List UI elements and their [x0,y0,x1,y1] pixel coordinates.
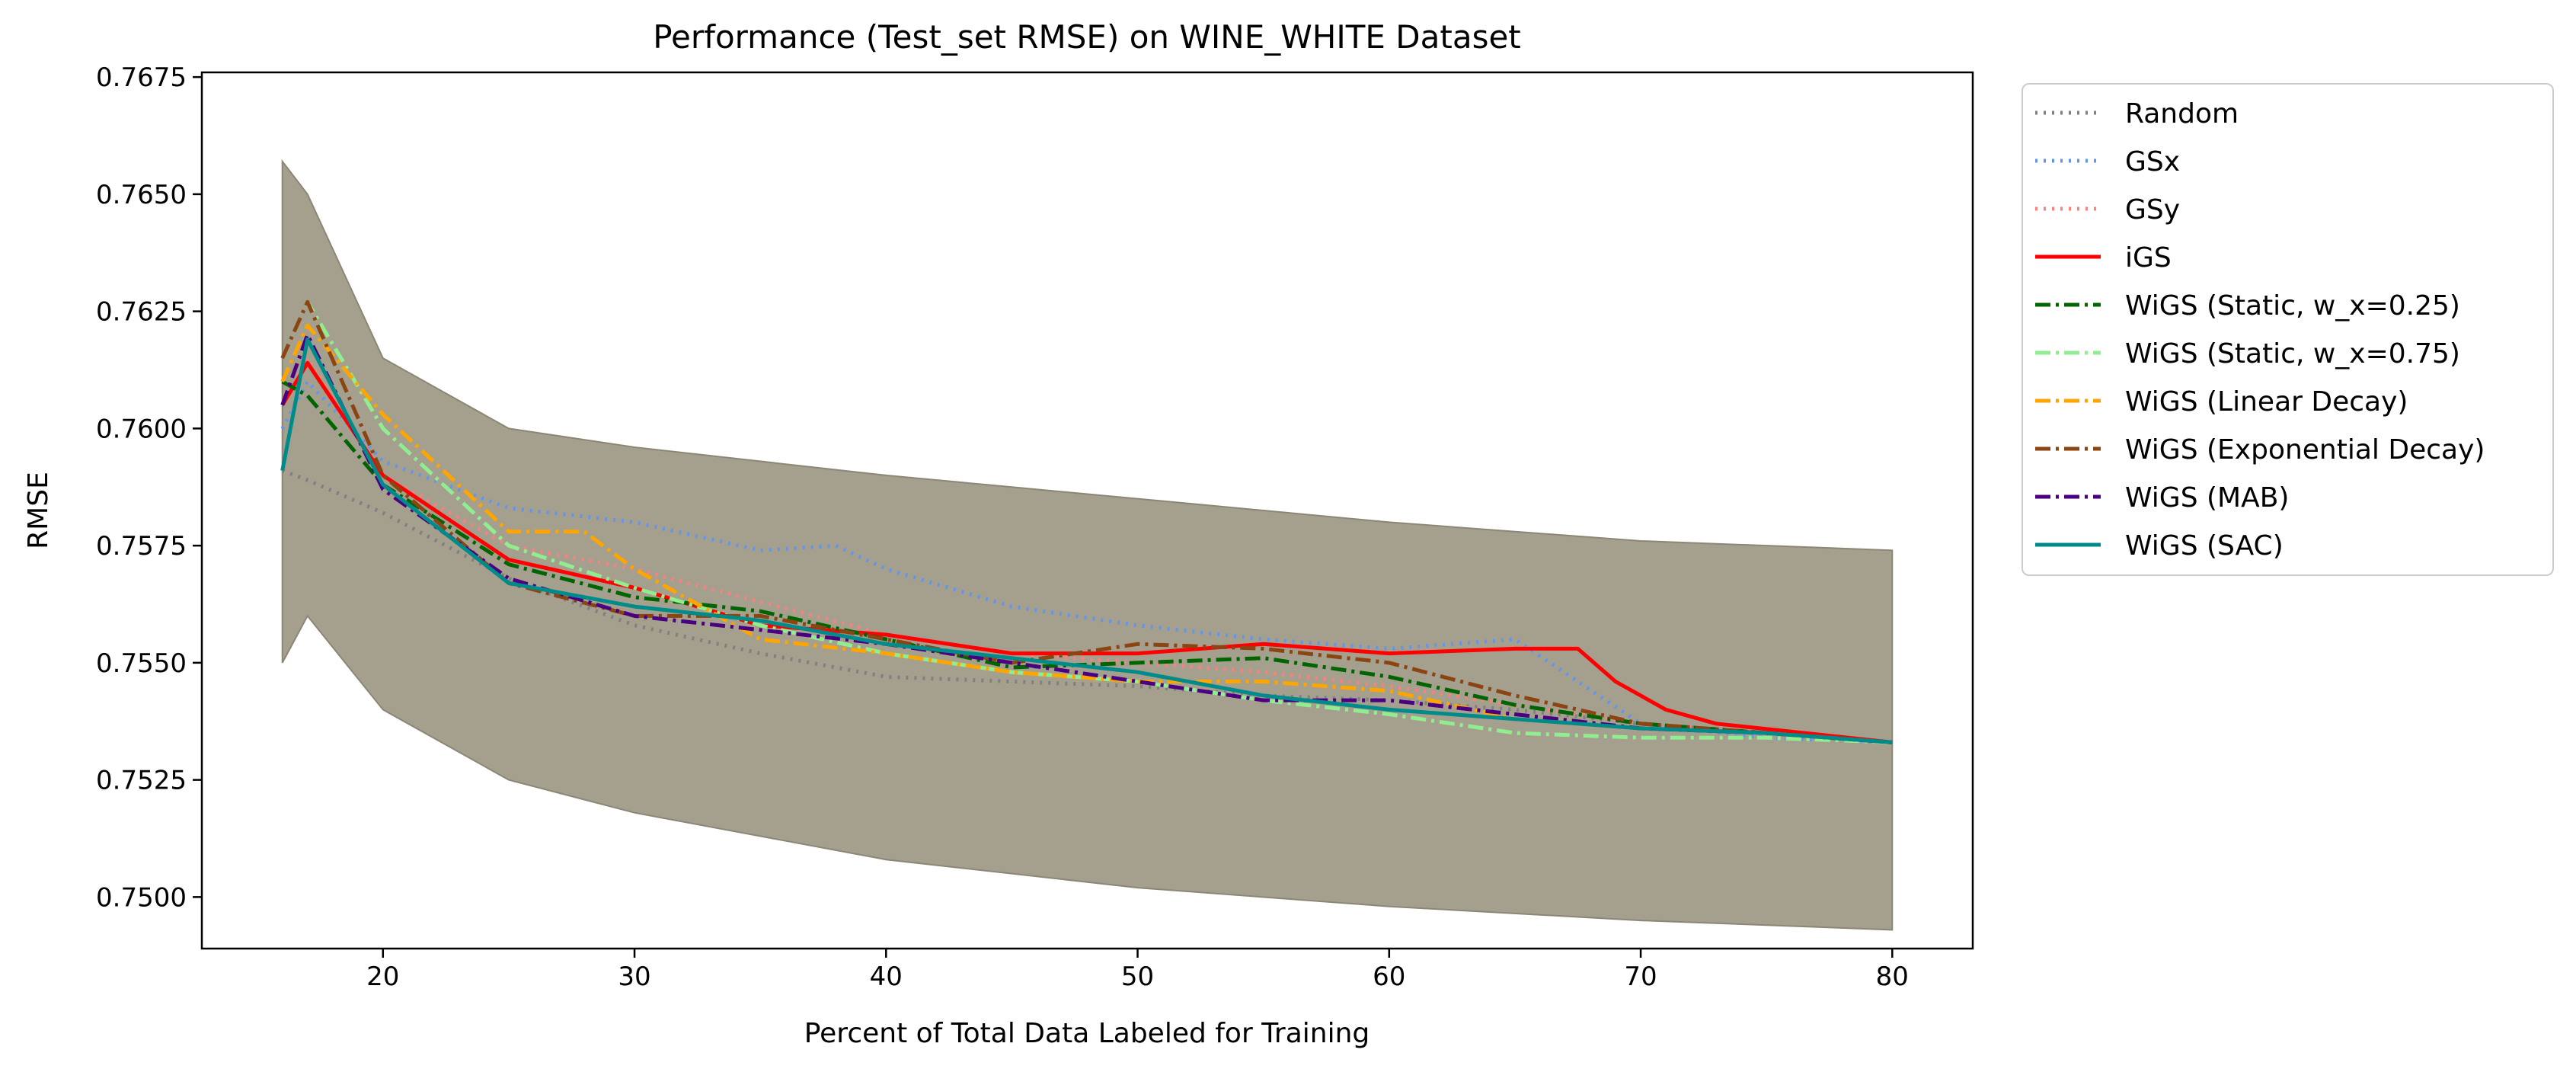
legend-item: WiGS (MAB) [2035,482,2289,514]
legend: Random GSx GSy iGS WiGS (Static, w_x=0.25) Wi… [2021,83,2554,576]
plot-frame [200,71,1974,950]
legend-label: WiGS (Linear Decay) [2125,386,2408,418]
legend-label: GSx [2125,146,2180,178]
legend-item: GSx [2035,146,2180,178]
x-tick-label: 20 [366,962,399,992]
x-tick-label: 40 [870,962,903,992]
x-axis: 20 30 40 50 60 70 80 [366,949,1909,992]
chart-title: Performance (Test_set RMSE) on WINE_WHIT… [653,18,1521,56]
confidence-bands [281,158,1894,931]
legend-label: iGS [2125,242,2172,274]
series-lines [280,299,1893,744]
legend-label: WiGS (MAB) [2125,482,2289,514]
x-axis-label: Percent of Total Data Labeled for Traini… [804,1018,1370,1049]
legend-label: Random [2125,98,2239,130]
legend-item: Random [2035,98,2239,130]
y-tick-label: 0.7500 [96,882,187,913]
y-axis-label: RMSE [23,472,54,549]
legend-item: GSy [2035,194,2180,226]
legend-label: WiGS (Exponential Decay) [2125,434,2485,466]
legend-item: iGS [2035,242,2172,274]
y-tick-label: 0.7575 [96,531,187,562]
legend-label: GSy [2125,194,2180,226]
legend-label: WiGS (SAC) [2125,530,2284,562]
y-tick-label: 0.7650 [96,180,187,210]
y-tick-label: 0.7675 [96,62,187,93]
y-tick-label: 0.7625 [96,297,187,328]
y-axis: 0.7500 0.7525 0.7550 0.7575 0.7600 0.7625 0.76… [96,62,202,913]
x-tick-label: 30 [618,962,650,992]
legend-item: WiGS (Static, w_x=0.25) [2035,290,2460,322]
legend-item: WiGS (Linear Decay) [2035,386,2408,418]
legend-item: WiGS (SAC) [2035,530,2284,562]
x-tick-label: 70 [1624,962,1657,992]
x-tick-label: 60 [1373,962,1405,992]
y-tick-label: 0.7525 [96,766,187,796]
x-tick-label: 50 [1121,962,1154,992]
series-line-wigs-static-w-x-0-75 [280,299,1893,744]
y-tick-label: 0.7600 [96,414,187,444]
series-line-igs [280,360,1893,744]
legend-item: WiGS (Exponential Decay) [2035,434,2485,466]
series-line-wigs-sac [280,338,1893,744]
series-line-wigs-static-w-x-0-25 [281,379,1893,744]
legend-item: WiGS (Static, w_x=0.75) [2035,338,2460,370]
legend-frame [2021,83,2554,576]
confidence-band [281,158,1894,931]
legend-label: WiGS (Static, w_x=0.75) [2125,338,2460,370]
legend-label: WiGS (Static, w_x=0.25) [2125,290,2460,322]
x-tick-label: 80 [1876,962,1909,992]
y-tick-label: 0.7550 [96,648,187,679]
